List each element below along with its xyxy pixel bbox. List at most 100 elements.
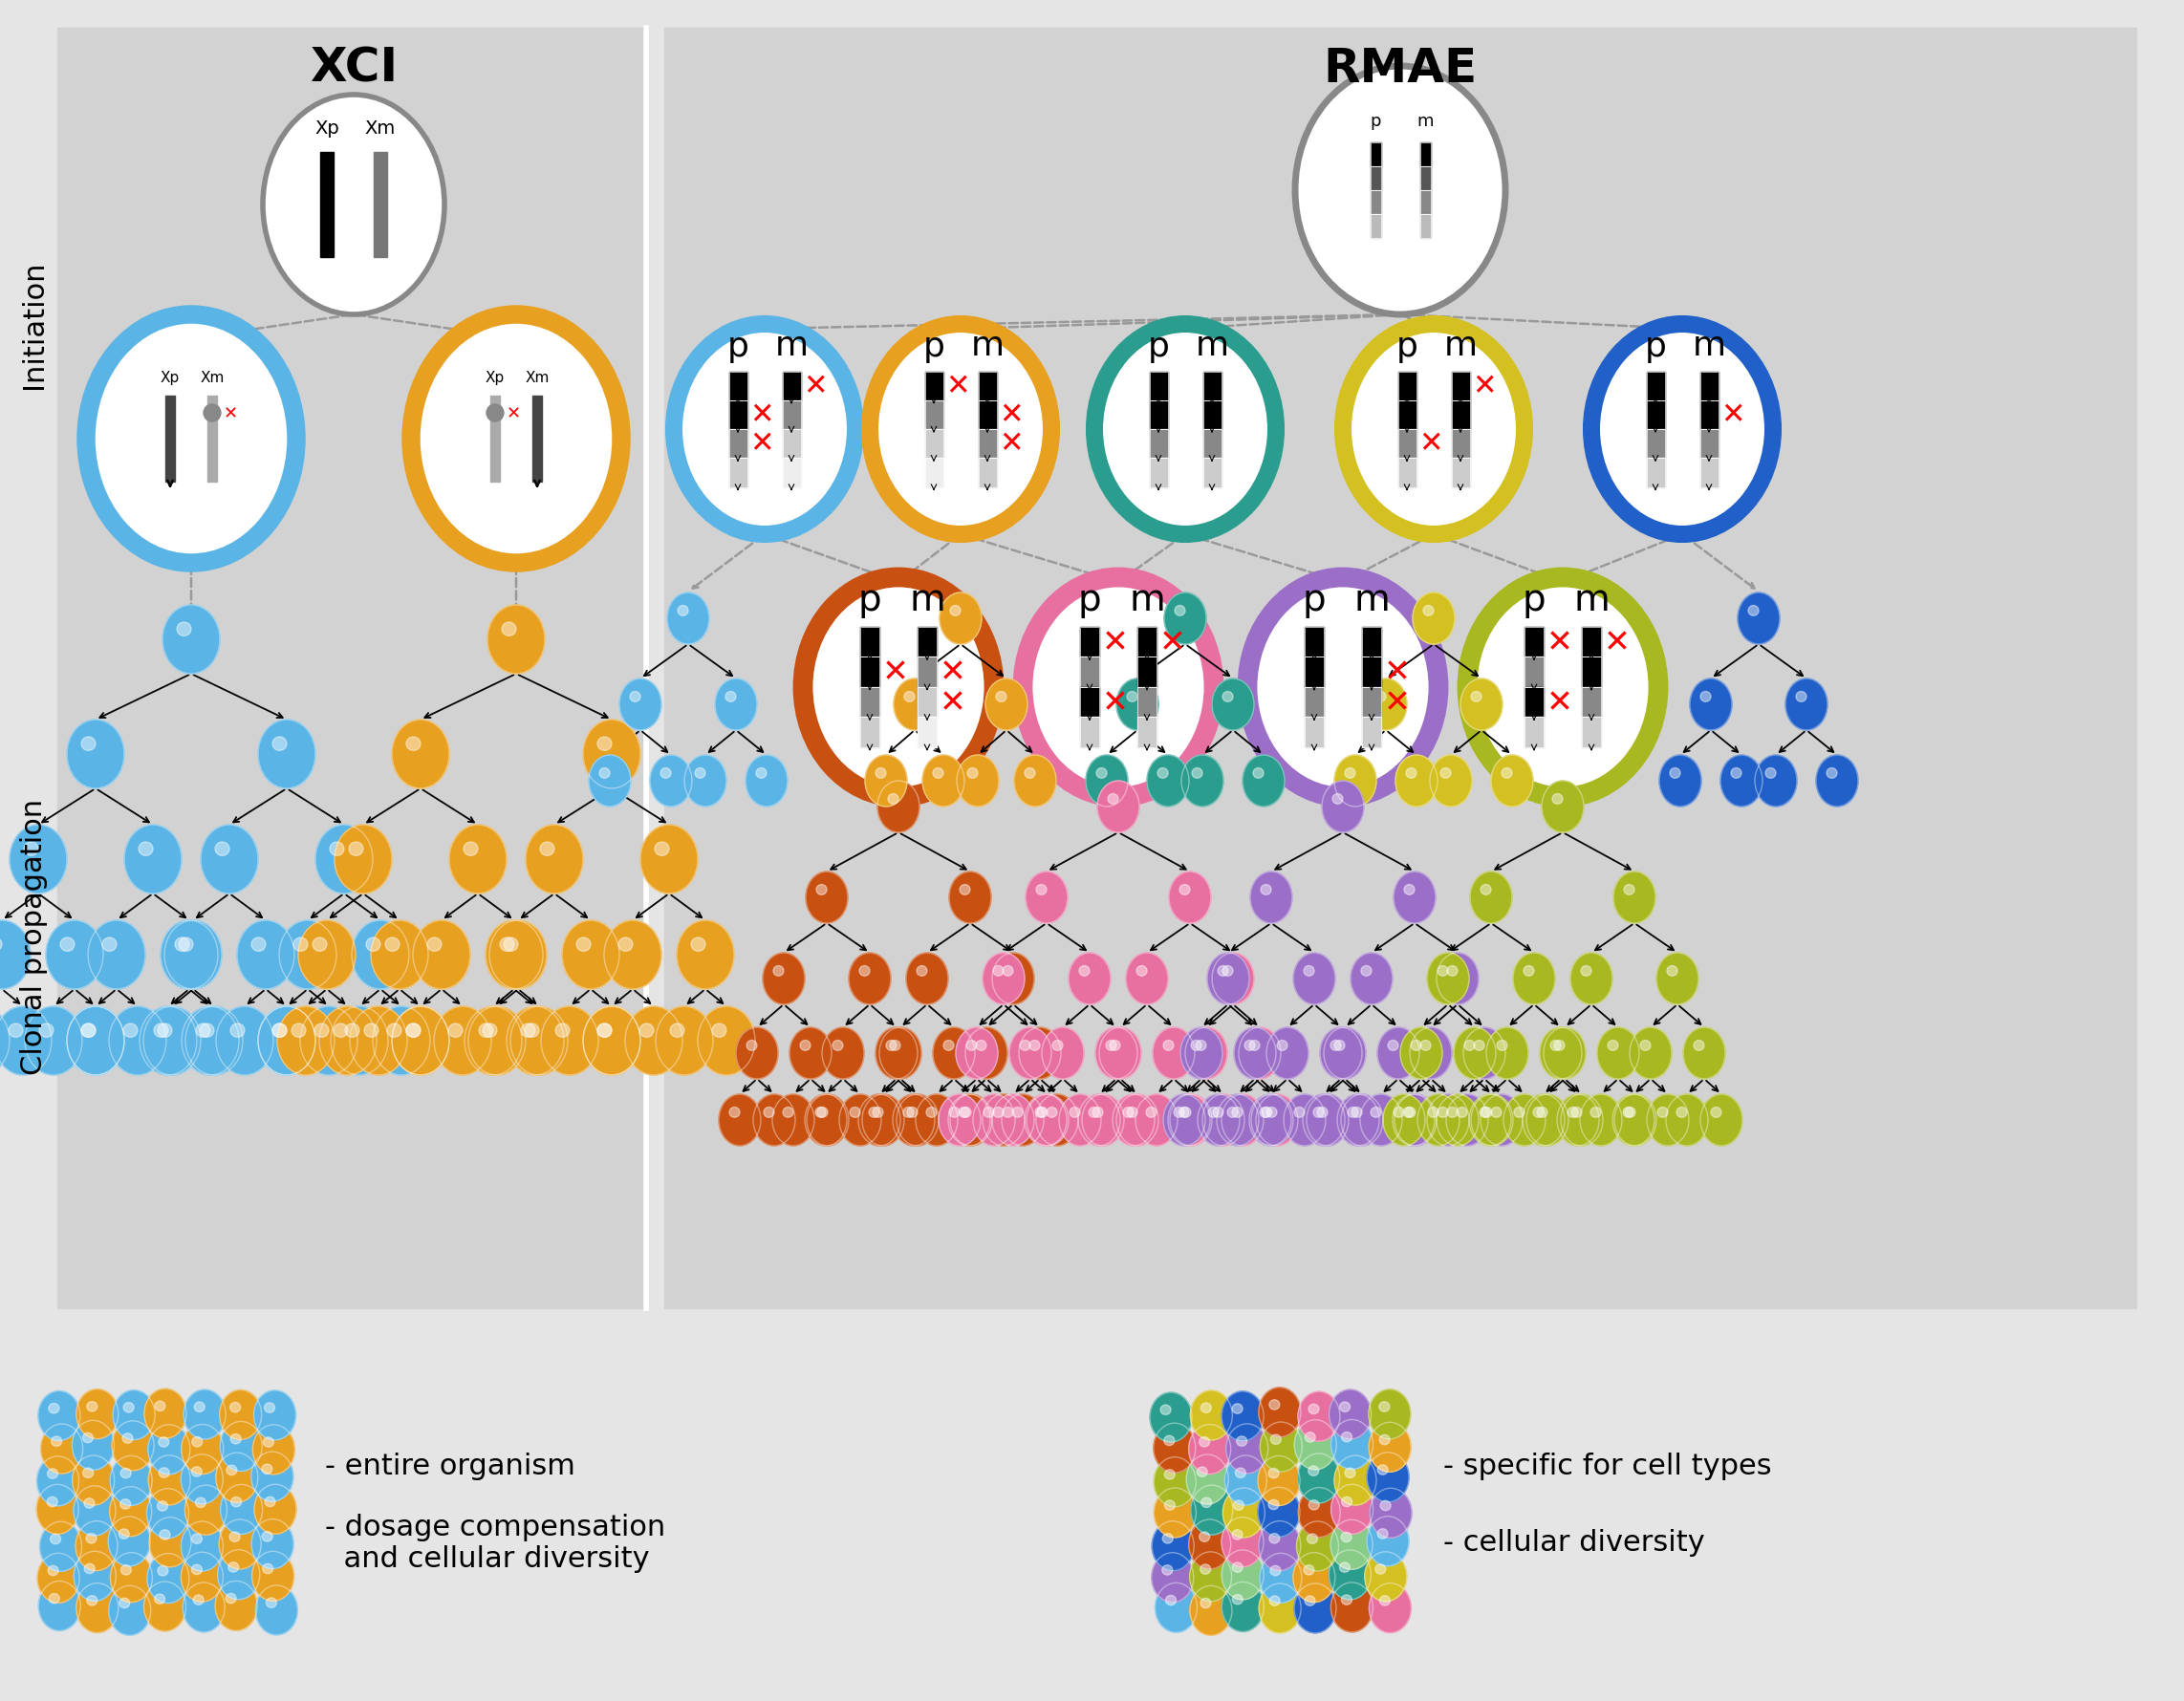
Ellipse shape [87,920,146,990]
Text: ✕: ✕ [939,687,965,718]
Ellipse shape [273,1024,286,1038]
Ellipse shape [502,623,515,636]
Ellipse shape [1658,1107,1669,1118]
Ellipse shape [1382,1094,1426,1146]
FancyBboxPatch shape [924,430,943,459]
Ellipse shape [996,692,1007,703]
Ellipse shape [1590,1107,1601,1118]
Ellipse shape [124,1403,133,1412]
Ellipse shape [1026,873,1068,924]
FancyBboxPatch shape [860,718,880,748]
FancyBboxPatch shape [1138,718,1158,748]
Ellipse shape [1655,953,1699,1005]
Ellipse shape [1396,1094,1437,1146]
Text: p: p [1522,582,1546,617]
Ellipse shape [950,1107,959,1118]
Ellipse shape [994,1107,1005,1118]
Ellipse shape [1127,1107,1138,1118]
FancyBboxPatch shape [1398,401,1415,430]
FancyBboxPatch shape [1524,628,1544,657]
FancyBboxPatch shape [1304,718,1324,748]
Ellipse shape [1614,1094,1655,1146]
Ellipse shape [1225,1424,1269,1473]
Ellipse shape [1116,1094,1158,1146]
Ellipse shape [0,1007,52,1075]
Ellipse shape [1625,885,1634,895]
Ellipse shape [111,1420,153,1471]
Ellipse shape [1201,1599,1210,1607]
Ellipse shape [199,1024,214,1038]
FancyBboxPatch shape [57,29,644,1308]
FancyBboxPatch shape [1420,191,1431,214]
Ellipse shape [677,920,734,990]
Ellipse shape [463,842,478,856]
Ellipse shape [939,594,981,645]
Ellipse shape [1538,1107,1548,1118]
Ellipse shape [874,1107,882,1118]
Ellipse shape [251,1519,293,1568]
Ellipse shape [293,937,308,951]
FancyBboxPatch shape [1149,459,1168,488]
Ellipse shape [214,842,229,856]
Ellipse shape [48,1468,57,1478]
Ellipse shape [1164,1041,1173,1051]
Ellipse shape [1247,578,1439,798]
Ellipse shape [817,1107,828,1118]
Ellipse shape [1555,1041,1564,1051]
Ellipse shape [1258,1456,1299,1505]
Ellipse shape [1190,1551,1232,1602]
Ellipse shape [1376,1565,1385,1573]
Ellipse shape [367,937,380,951]
Ellipse shape [1190,1391,1232,1441]
FancyBboxPatch shape [729,430,747,459]
Ellipse shape [1116,679,1158,731]
Ellipse shape [1393,1094,1435,1146]
FancyBboxPatch shape [1203,373,1221,401]
Ellipse shape [1334,755,1376,806]
Ellipse shape [1232,1563,1243,1572]
Ellipse shape [37,1456,79,1505]
Ellipse shape [965,1041,976,1051]
FancyBboxPatch shape [1363,718,1380,748]
Ellipse shape [511,1007,568,1075]
FancyBboxPatch shape [1369,167,1380,191]
Ellipse shape [957,1027,998,1078]
Ellipse shape [37,1553,79,1602]
FancyBboxPatch shape [1363,657,1380,687]
Ellipse shape [192,1565,201,1575]
Ellipse shape [1096,781,1140,833]
Ellipse shape [1321,781,1365,833]
Ellipse shape [349,1007,406,1075]
Ellipse shape [985,679,1026,731]
Ellipse shape [561,920,620,990]
Ellipse shape [747,1041,758,1051]
Ellipse shape [1372,1107,1380,1118]
Ellipse shape [192,1596,203,1604]
Ellipse shape [1221,1391,1265,1441]
Ellipse shape [968,769,978,779]
Text: ✕: ✕ [223,405,238,422]
Ellipse shape [1378,1402,1389,1412]
Ellipse shape [9,1024,24,1038]
Ellipse shape [319,1007,376,1075]
FancyBboxPatch shape [1081,628,1099,657]
Ellipse shape [598,737,612,752]
Ellipse shape [1424,606,1433,616]
Ellipse shape [181,1521,223,1572]
Ellipse shape [1426,1094,1470,1146]
Ellipse shape [655,842,668,856]
Ellipse shape [1455,1027,1496,1078]
Ellipse shape [478,1024,494,1038]
Ellipse shape [1188,1519,1232,1568]
Ellipse shape [83,1499,94,1509]
Ellipse shape [258,1007,314,1075]
Ellipse shape [1380,1436,1389,1444]
FancyBboxPatch shape [1138,657,1158,687]
Ellipse shape [1099,1027,1142,1078]
Ellipse shape [869,1107,880,1118]
Ellipse shape [487,606,544,674]
Ellipse shape [1330,1582,1374,1633]
Ellipse shape [37,1485,79,1534]
Ellipse shape [850,1107,860,1118]
Ellipse shape [1096,1027,1138,1078]
